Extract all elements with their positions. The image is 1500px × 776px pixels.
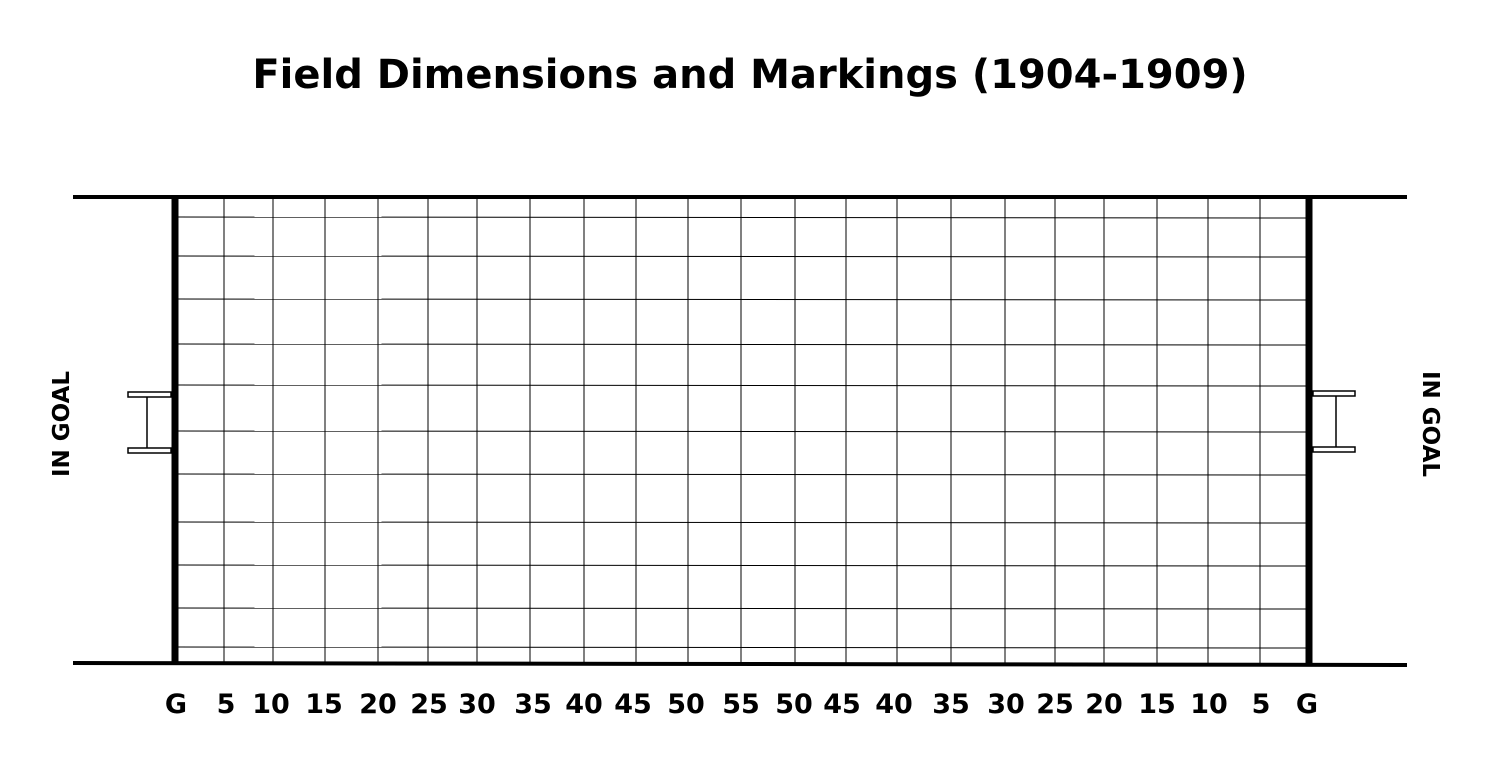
horizontal-grid-line <box>174 298 1310 301</box>
yard-label: 10 <box>1190 689 1228 720</box>
sideline-bottom <box>72 661 1408 667</box>
horizontal-grid-line <box>174 607 1310 610</box>
yard-label: 25 <box>1036 689 1074 720</box>
yard-label: G <box>165 689 187 720</box>
yard-labels: G 5 10 15 20 25 30 35 40 45 50 55 50 45 40 35 30 25 20 15 10… <box>165 689 1318 720</box>
yard-lines <box>223 197 1261 664</box>
yard-label: 40 <box>875 689 913 720</box>
horizontal-grid-line <box>174 343 1310 346</box>
yard-label: 25 <box>410 689 448 720</box>
goal-post-left <box>127 391 172 454</box>
yard-label: 55 <box>722 689 760 720</box>
horizontal-grid-line <box>174 216 1310 219</box>
yard-label: 20 <box>1085 689 1123 720</box>
horizontal-grid-line <box>174 255 1310 258</box>
yard-label: 30 <box>987 689 1025 720</box>
horizontal-grid-line <box>174 564 1310 567</box>
yard-label: 45 <box>823 689 861 720</box>
yard-label: 5 <box>217 689 236 720</box>
horizontal-grid-line <box>174 521 1310 524</box>
yard-label: 15 <box>305 689 343 720</box>
yard-label: 30 <box>458 689 496 720</box>
in-goal-label-right: IN GOAL <box>1417 371 1443 477</box>
yard-label: 20 <box>359 689 397 720</box>
yard-label: 35 <box>514 689 552 720</box>
in-goal-label-left: IN GOAL <box>49 371 75 477</box>
yard-label: 10 <box>252 689 290 720</box>
horizontal-grid-line <box>174 384 1310 387</box>
yard-label: G <box>1296 689 1318 720</box>
yard-label: 35 <box>932 689 970 720</box>
yard-label: 50 <box>667 689 705 720</box>
horizontal-grid-line <box>174 473 1310 476</box>
yard-label: 45 <box>614 689 652 720</box>
horizontal-grid-line <box>174 430 1310 433</box>
yard-label: 15 <box>1138 689 1176 720</box>
diagram-title: Field Dimensions and Markings (1904-1909… <box>252 52 1248 98</box>
goal-post-right <box>1312 390 1356 453</box>
yard-label: 40 <box>565 689 603 720</box>
yard-label: 50 <box>775 689 813 720</box>
horizontal-grid-lines <box>174 216 1310 649</box>
yard-label: 5 <box>1252 689 1271 720</box>
horizontal-grid-line <box>174 646 1310 649</box>
